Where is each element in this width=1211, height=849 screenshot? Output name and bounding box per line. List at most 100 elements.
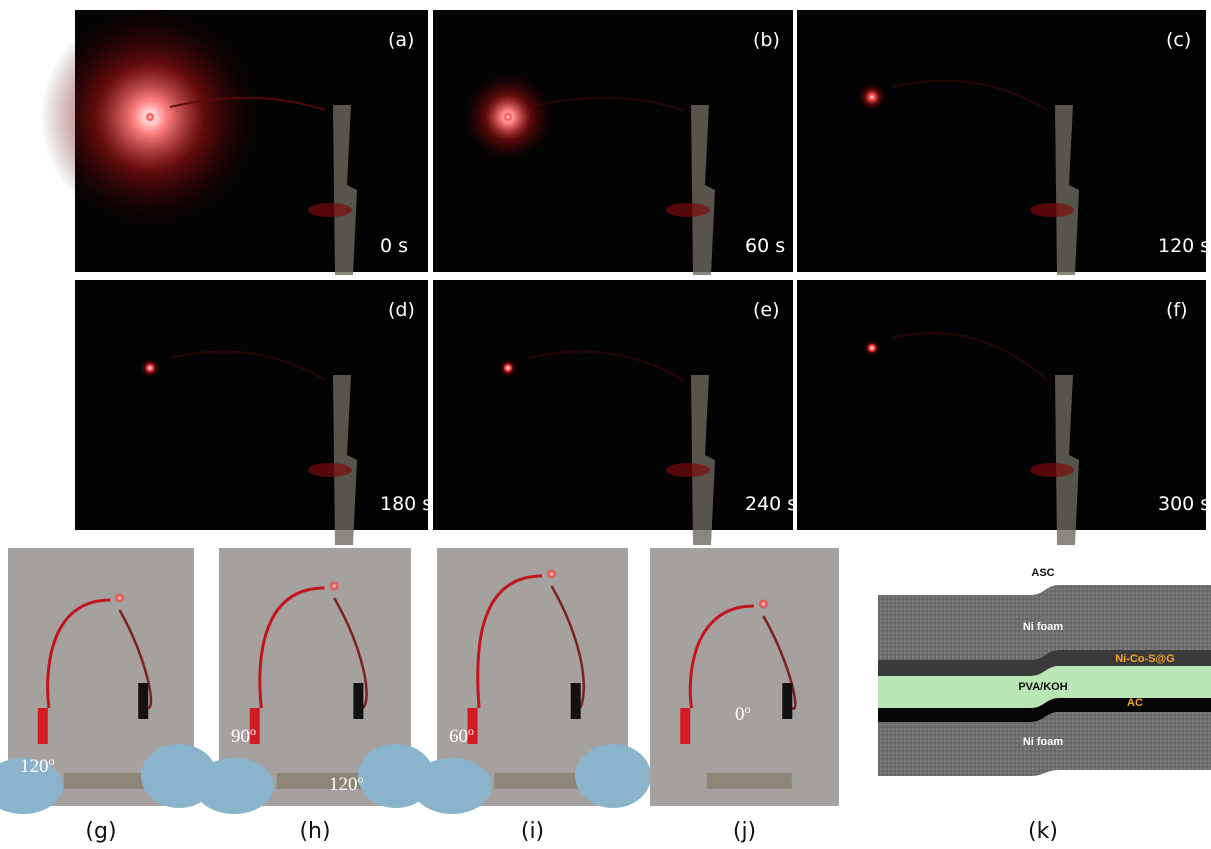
panel-label: (d) xyxy=(388,299,415,321)
glove xyxy=(412,758,492,814)
led-spot xyxy=(503,112,513,122)
photo-panel: (a) 0 s xyxy=(40,7,428,275)
layer-label: Ni foam xyxy=(1023,621,1064,633)
wire-red xyxy=(476,574,543,709)
panel-label: (c) xyxy=(1166,29,1191,51)
panel-label: (b) xyxy=(753,29,780,51)
layer-label: Ni-Co-S@G xyxy=(1115,653,1175,665)
wire xyxy=(527,350,684,381)
photo-panel: 60o xyxy=(412,548,651,814)
time-label: 120 s xyxy=(1158,235,1210,257)
photo-panel: (f) 300 s xyxy=(797,280,1210,545)
time-label: 60 s xyxy=(745,235,785,257)
diagram: ASC Ni foam Ni-Co-S@G PVA/KOH AC Ni foam… xyxy=(878,567,1211,844)
wire xyxy=(169,350,326,381)
anode-layer xyxy=(878,698,1211,722)
device-strip xyxy=(494,773,581,789)
photo-background xyxy=(797,280,1206,530)
top-foam xyxy=(878,585,1211,660)
photo-panel: 0o xyxy=(650,548,839,806)
clip-red xyxy=(680,708,691,744)
layer-label: Ni foam xyxy=(1023,736,1064,748)
device-strip xyxy=(63,773,148,789)
layer-label: AC xyxy=(1127,697,1143,709)
panel-label: (e) xyxy=(753,299,780,321)
electrolyte-layer xyxy=(878,666,1211,708)
angle-sup: o xyxy=(250,724,256,738)
layer-label: PVA/KOH xyxy=(1018,681,1067,693)
bend-angle: 60o xyxy=(449,724,474,747)
clip-black xyxy=(570,683,581,719)
angle-sup: o xyxy=(468,724,474,738)
device-strip xyxy=(1055,105,1079,275)
led-spot xyxy=(329,581,340,591)
device-strip xyxy=(691,375,715,545)
photo-panel: (d) 180 s xyxy=(75,280,432,545)
angle-value: 60 xyxy=(449,726,468,747)
angle-value: 120 xyxy=(20,756,49,777)
photo-background xyxy=(433,280,793,530)
wire xyxy=(891,332,1048,381)
photo-background xyxy=(650,548,839,806)
time-label: 300 s xyxy=(1158,493,1210,515)
cathode-layer xyxy=(878,650,1211,676)
led-spot xyxy=(114,593,125,603)
clip-red xyxy=(467,708,478,744)
clip-red xyxy=(666,203,710,217)
device-strip xyxy=(706,773,792,789)
glove xyxy=(575,744,651,808)
diagram-title: ASC xyxy=(1031,567,1054,579)
bottom-foam xyxy=(878,712,1211,776)
wire-black xyxy=(333,597,368,709)
angle-value: 0 xyxy=(735,704,745,725)
glove xyxy=(0,758,63,814)
panel-caption: (h) xyxy=(299,819,330,844)
clip-red xyxy=(666,463,710,477)
panel-caption: (k) xyxy=(1028,819,1058,844)
device-strip xyxy=(333,105,357,275)
angle-sup: o xyxy=(358,772,364,786)
led-spot xyxy=(867,92,877,102)
clip-black xyxy=(138,683,149,719)
led-spot xyxy=(145,112,155,122)
panel-caption: (g) xyxy=(85,819,116,844)
photo-panel: (e) 240 s xyxy=(433,280,797,545)
wire-red xyxy=(258,586,325,709)
panel-label: (f) xyxy=(1166,299,1188,321)
device-strip xyxy=(1055,375,1079,545)
bend-angle: 90o xyxy=(231,724,256,747)
panel-caption: (i) xyxy=(521,819,544,844)
clip-red xyxy=(308,203,352,217)
device-strip xyxy=(333,375,357,545)
clip-black xyxy=(782,683,793,719)
led-spot xyxy=(145,363,155,373)
clip-red xyxy=(308,463,352,477)
panel-label: (a) xyxy=(388,29,414,51)
photo-panel: 120o xyxy=(0,548,217,814)
angle-value: 90 xyxy=(231,726,250,747)
led-spot xyxy=(758,599,769,609)
panel-caption: (j) xyxy=(733,819,756,844)
photo-background xyxy=(797,10,1206,272)
photo-panel: (c) 120 s xyxy=(797,10,1210,275)
clip-red xyxy=(1030,463,1074,477)
angle-value: 120 xyxy=(329,774,358,795)
wire xyxy=(169,96,326,111)
wire-black xyxy=(118,609,153,710)
led-spot xyxy=(503,363,513,373)
clip-red xyxy=(37,708,48,744)
led-spot xyxy=(867,343,877,353)
device-strip xyxy=(691,105,715,275)
angle-sup: o xyxy=(49,754,55,768)
angle-sup: o xyxy=(745,702,751,716)
wire xyxy=(891,79,1048,111)
glove xyxy=(194,758,274,814)
time-label: 0 s xyxy=(380,235,408,257)
wire-black xyxy=(550,585,586,709)
clip-black xyxy=(353,683,364,719)
clip-red xyxy=(1030,203,1074,217)
